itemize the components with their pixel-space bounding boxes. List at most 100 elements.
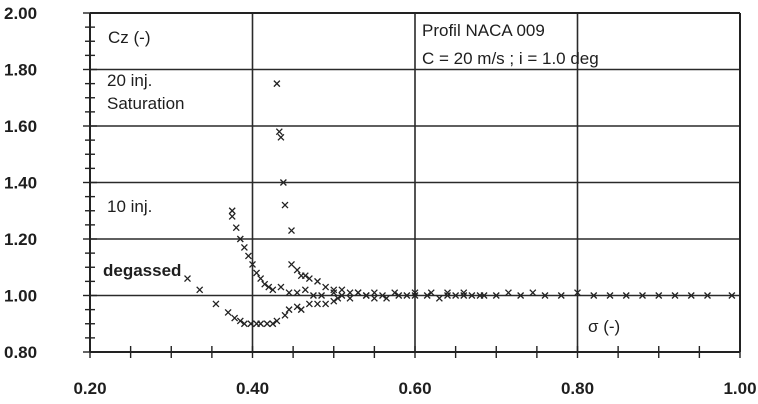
data-point xyxy=(297,306,305,314)
data-point-stroke xyxy=(338,292,346,299)
data-point xyxy=(281,311,289,319)
data-point xyxy=(574,289,581,297)
x-tick-label: 1.00 xyxy=(723,379,756,398)
data-point xyxy=(671,292,679,299)
data-point-stroke xyxy=(314,277,321,285)
data-point-stroke xyxy=(244,252,252,260)
data-point xyxy=(338,286,346,294)
data-point-stroke xyxy=(277,283,285,291)
data-point-stroke xyxy=(236,317,244,325)
data-point xyxy=(444,292,451,299)
data-point xyxy=(236,317,244,325)
tick-labels: 0.80 1.00 1.20 1.40 1.60 1.80 2.00 0.20 0.40 0.60… xyxy=(4,4,757,398)
x-tick-label: 0.80 xyxy=(561,379,594,398)
data-point-stroke xyxy=(639,292,646,299)
data-point-stroke xyxy=(285,289,293,297)
data-point xyxy=(346,289,354,297)
data-point xyxy=(285,289,293,297)
data-point xyxy=(435,294,443,302)
data-point xyxy=(275,128,283,136)
y-tick-label: 1.80 xyxy=(4,61,37,80)
data-point-stroke xyxy=(671,292,679,299)
data-point xyxy=(301,286,309,294)
data-point-stroke xyxy=(253,269,261,277)
data-point-stroke xyxy=(574,289,581,297)
grid-lines xyxy=(90,13,740,352)
data-point-stroke xyxy=(330,286,338,294)
data-point xyxy=(687,292,695,299)
data-point-stroke xyxy=(704,292,711,299)
data-point-stroke xyxy=(273,317,281,325)
data-point-stroke xyxy=(338,286,346,294)
data-point xyxy=(492,292,500,299)
data-point-stroke xyxy=(281,201,289,209)
data-point-stroke xyxy=(590,292,598,299)
data-point-stroke xyxy=(492,292,500,299)
data-point xyxy=(346,294,354,302)
data-point xyxy=(655,292,663,299)
data-point-stroke xyxy=(444,289,451,297)
data-point xyxy=(261,280,269,288)
annotation-degassed: degassed xyxy=(103,261,181,280)
data-point-stroke xyxy=(196,286,204,294)
data-point xyxy=(330,297,338,305)
data-point xyxy=(590,292,598,299)
data-point xyxy=(529,289,537,297)
data-point-stroke xyxy=(395,292,403,299)
data-point-stroke xyxy=(606,292,614,299)
data-point xyxy=(334,294,342,302)
data-point xyxy=(253,269,261,277)
data-point-stroke xyxy=(293,266,301,274)
data-point xyxy=(285,306,293,314)
data-point xyxy=(279,179,287,186)
data-point xyxy=(273,317,281,325)
data-point-stroke xyxy=(261,280,269,288)
data-point-stroke xyxy=(240,320,248,328)
data-point xyxy=(277,133,285,141)
data-point-stroke xyxy=(318,292,326,299)
data-point-stroke xyxy=(728,292,736,299)
axes xyxy=(83,12,741,358)
data-point xyxy=(468,292,476,299)
y-tick-label: 1.20 xyxy=(4,230,37,249)
data-point xyxy=(240,320,248,328)
data-point-stroke xyxy=(444,292,451,299)
data-point-stroke xyxy=(622,292,630,299)
data-point-stroke xyxy=(330,289,338,297)
data-point-stroke xyxy=(281,311,289,319)
data-point-stroke xyxy=(265,283,273,291)
data-point xyxy=(314,277,321,285)
data-point xyxy=(273,80,281,88)
data-point-stroke xyxy=(247,320,255,328)
data-point-stroke xyxy=(279,179,287,186)
data-points xyxy=(184,80,736,328)
data-point-stroke xyxy=(231,314,239,322)
y-tick-label: 2.00 xyxy=(4,4,37,23)
data-point-stroke xyxy=(427,289,435,297)
data-point xyxy=(293,289,301,297)
data-point-stroke xyxy=(379,292,386,299)
data-point-stroke xyxy=(277,133,285,141)
data-point-stroke xyxy=(452,292,460,299)
data-point-stroke xyxy=(249,260,256,268)
y-tick-label: 1.00 xyxy=(4,287,37,306)
data-point-stroke xyxy=(314,300,321,308)
x-tick-label: 0.40 xyxy=(236,379,269,398)
data-point-stroke xyxy=(293,303,301,311)
data-point xyxy=(362,292,370,299)
data-point xyxy=(318,292,326,299)
data-point-stroke xyxy=(460,292,468,299)
data-point-stroke xyxy=(322,300,330,308)
data-point xyxy=(228,212,236,220)
data-point xyxy=(322,283,330,291)
data-point xyxy=(257,320,265,328)
data-point xyxy=(391,289,399,297)
data-point xyxy=(403,292,411,299)
data-point-stroke xyxy=(557,292,565,299)
data-point xyxy=(460,289,468,297)
data-point xyxy=(330,286,338,294)
data-point-stroke xyxy=(285,306,293,314)
annotation-10-inj: 10 inj. xyxy=(107,197,152,216)
data-point-stroke xyxy=(257,275,265,283)
